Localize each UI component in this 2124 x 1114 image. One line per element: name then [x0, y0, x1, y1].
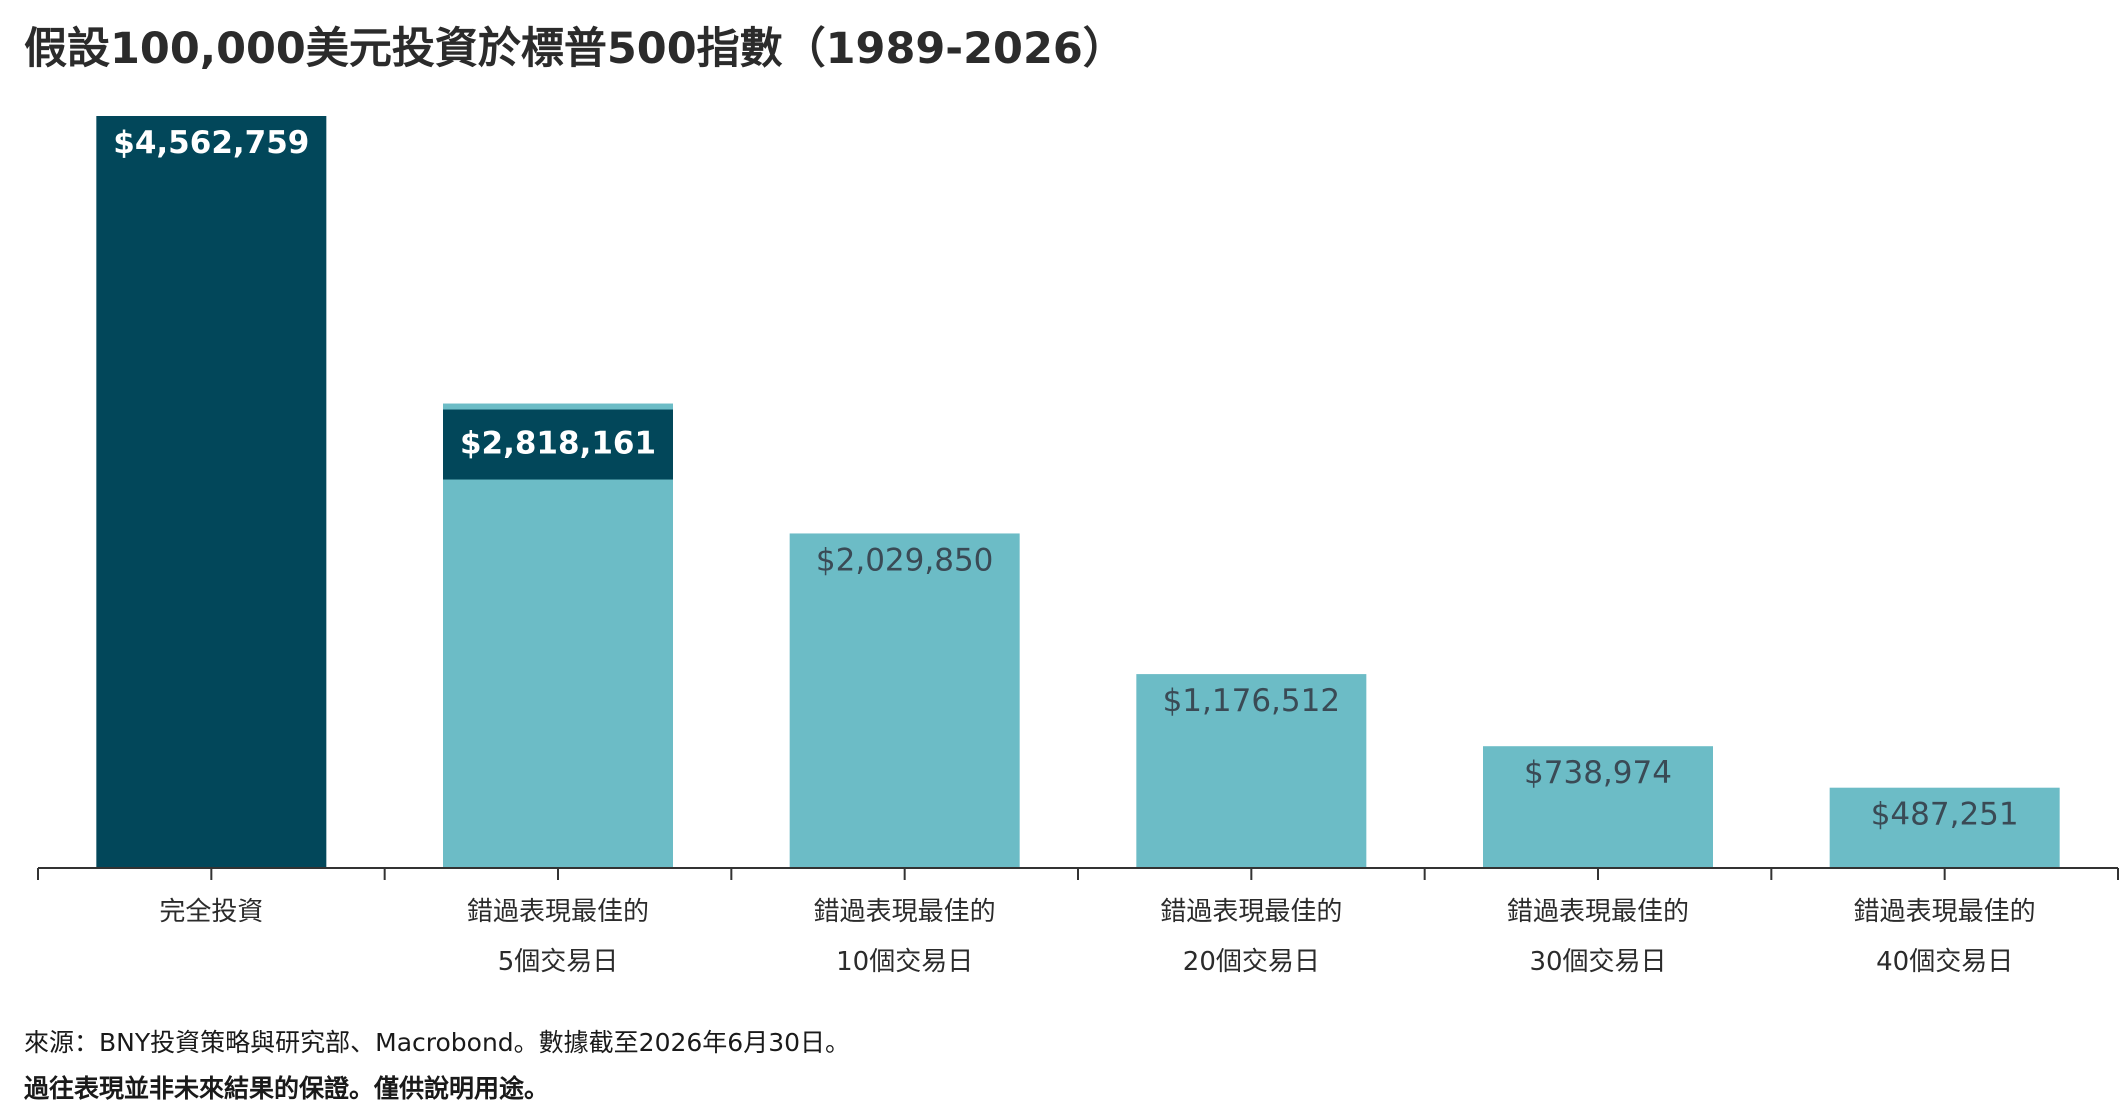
- bar-1: [96, 116, 327, 868]
- data-label-3: $2,029,850: [816, 542, 994, 578]
- data-label-5: $738,974: [1524, 755, 1672, 791]
- data-label-2: $2,818,161: [460, 426, 656, 462]
- source-note: 來源：BNY投資策略與研究部、Macrobond。數據截至2026年6月30日。: [24, 1028, 851, 1057]
- category-label-4-line-2: 20個交易日: [1183, 947, 1320, 977]
- category-label-6-line-1: 錯過表現最佳的: [1854, 897, 2036, 927]
- data-label-6: $487,251: [1871, 797, 2019, 833]
- bar-6: [1829, 787, 2060, 868]
- category-label-2-line-1: 錯過表現最佳的: [467, 897, 649, 927]
- data-label-box-2: [443, 409, 673, 480]
- category-label-6-line-2: 40個交易日: [1876, 947, 2013, 977]
- data-label-1: $4,562,759: [113, 125, 309, 161]
- data-label-4: $1,176,512: [1163, 683, 1341, 719]
- category-label-3-line-1: 錯過表現最佳的: [814, 897, 996, 927]
- category-label-5-line-2: 30個交易日: [1529, 947, 1666, 977]
- bar-5: [1483, 746, 1713, 868]
- bar-2: [443, 403, 673, 868]
- bar-3: [789, 533, 1020, 868]
- disclaimer-note: 過往表現並非未來結果的保證。僅供說明用途。: [24, 1074, 550, 1103]
- chart-title: 假設100,000美元投資於標普500指數（1989-2026）: [24, 24, 1126, 74]
- category-label-1-line-1: 完全投資: [159, 897, 263, 927]
- category-label-4-line-1: 錯過表現最佳的: [1160, 897, 1342, 927]
- bar-4: [1136, 674, 1367, 868]
- category-label-2-line-2: 5個交易日: [498, 947, 619, 977]
- category-label-5-line-1: 錯過表現最佳的: [1507, 897, 1689, 927]
- category-label-3-line-2: 10個交易日: [836, 947, 973, 977]
